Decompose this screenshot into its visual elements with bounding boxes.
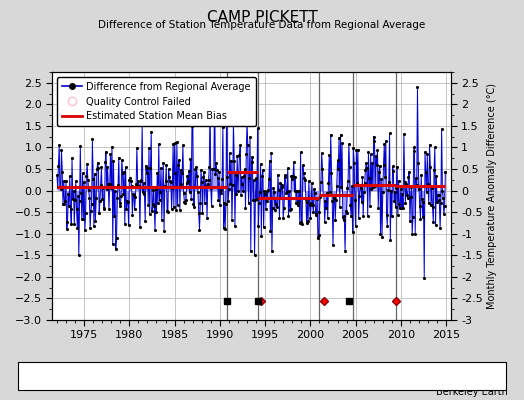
Text: CAMP PICKETT: CAMP PICKETT xyxy=(206,10,318,25)
Text: ♦: ♦ xyxy=(29,371,39,381)
Text: Station Move: Station Move xyxy=(38,371,102,381)
Text: Berkeley Earth: Berkeley Earth xyxy=(436,387,508,397)
Legend: Difference from Regional Average, Quality Control Failed, Estimated Station Mean: Difference from Regional Average, Qualit… xyxy=(57,77,256,126)
Text: ▲: ▲ xyxy=(123,371,132,381)
Text: Time of Obs. Change: Time of Obs. Change xyxy=(221,371,323,381)
Text: Empirical Break: Empirical Break xyxy=(363,371,439,381)
Text: ■: ■ xyxy=(354,371,364,381)
Y-axis label: Monthly Temperature Anomaly Difference (°C): Monthly Temperature Anomaly Difference (… xyxy=(487,83,497,309)
Text: Difference of Station Temperature Data from Regional Average: Difference of Station Temperature Data f… xyxy=(99,20,425,30)
Text: Record Gap: Record Gap xyxy=(132,371,189,381)
Text: ▼: ▼ xyxy=(212,371,221,381)
